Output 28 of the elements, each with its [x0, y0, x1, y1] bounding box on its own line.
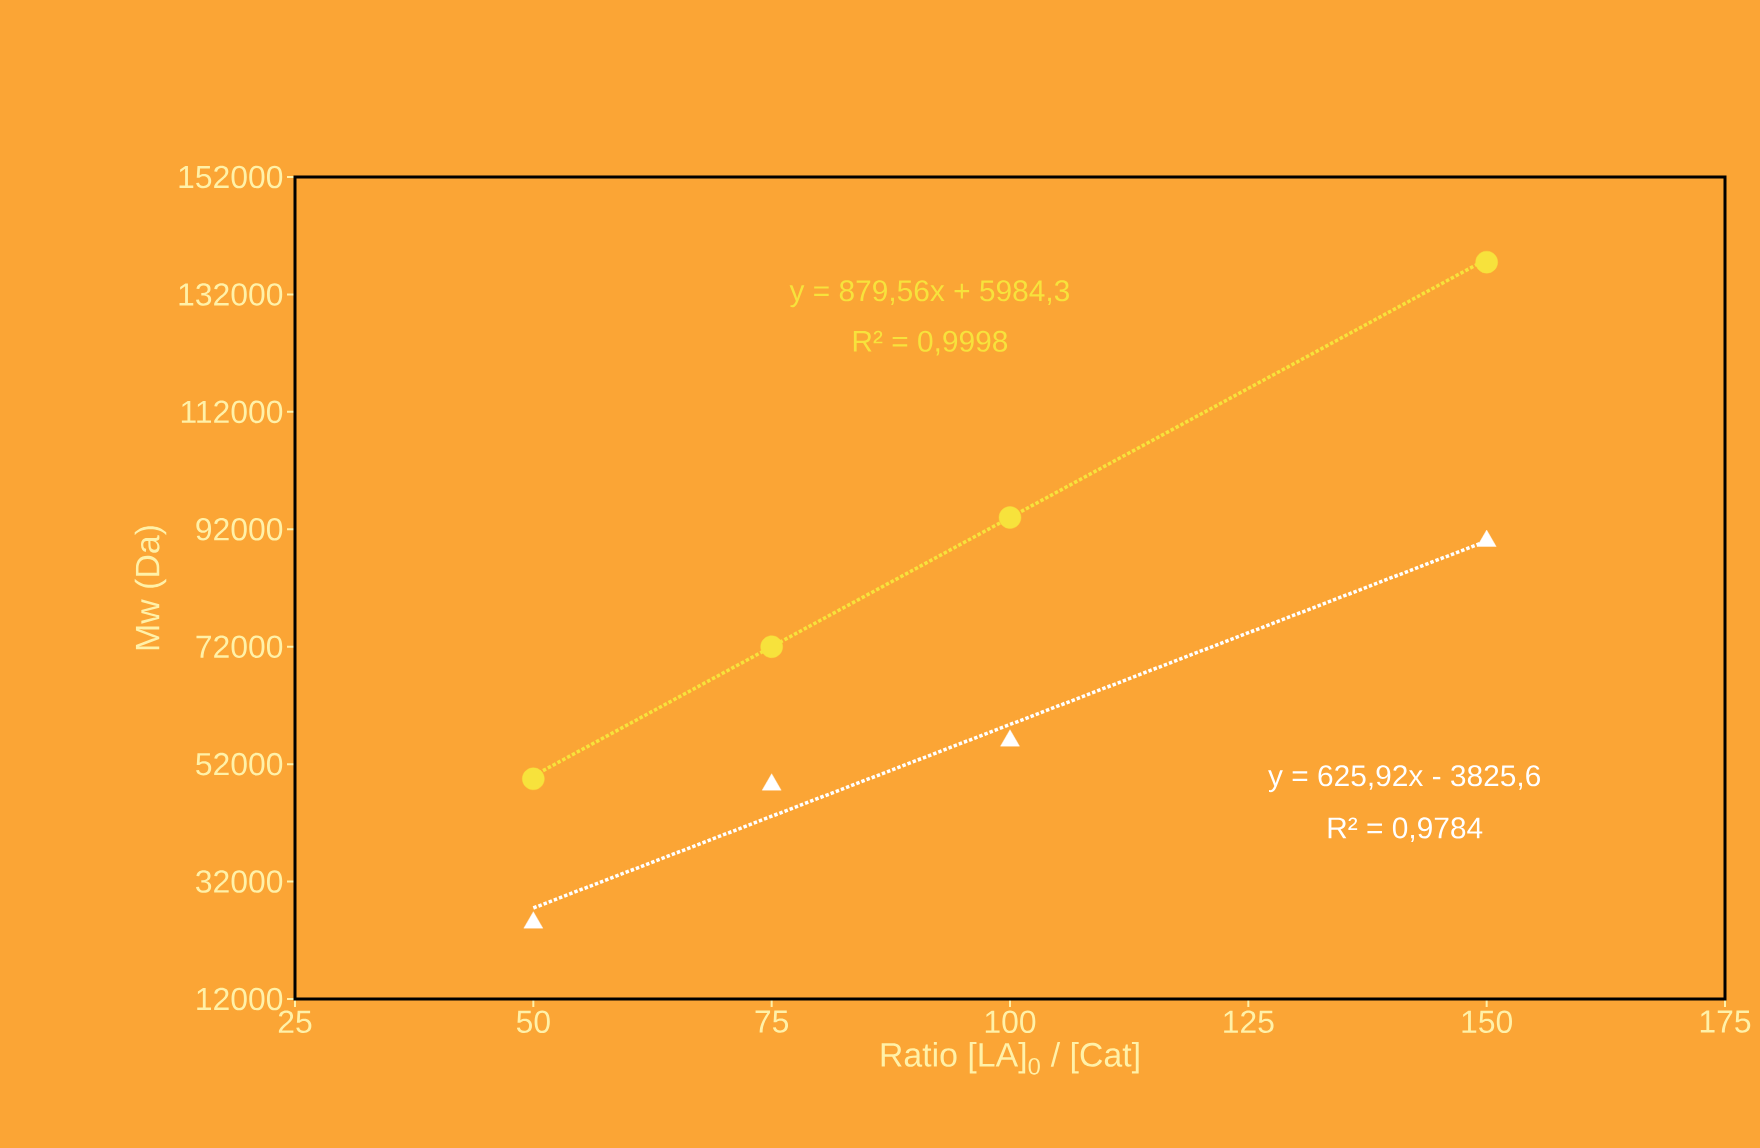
y-tick-label: 152000 [179, 165, 283, 189]
x-tick-label: 175 [1700, 1010, 1751, 1033]
y-axis-title: Mw (Da) [134, 526, 167, 650]
point [998, 506, 1022, 529]
x-tick-label: 75 [755, 1010, 789, 1033]
x-tick-label: 125 [1224, 1010, 1274, 1034]
x-axis-title: Ratio [LA]$_{0}$ / [Cat] [881, 1041, 1139, 1075]
point [1000, 729, 1020, 747]
point [1476, 529, 1497, 547]
y-tick-label: 92000 [196, 518, 283, 541]
y-tick-label: 72000 [196, 635, 283, 658]
point [761, 773, 782, 791]
x-tick-label: 100 [985, 1010, 1036, 1034]
y-tick-label: 32000 [196, 870, 283, 893]
x-tick-label: 150 [1462, 1010, 1512, 1034]
annotation: y = 879,56x + 5984,3 [789, 280, 1069, 308]
point [760, 635, 783, 658]
y-tick-label: 12000 [197, 987, 283, 1011]
y-tick-label: 52000 [196, 752, 283, 776]
point [1475, 250, 1498, 274]
point [523, 911, 544, 929]
y-tick-label: 132000 [179, 283, 283, 306]
y-tick-label: 112000 [181, 400, 283, 424]
annotation: R² = 0,9784 [1328, 817, 1483, 843]
x-tick-label: 25 [278, 1010, 312, 1034]
annotation: y = 625,92x - 3825,6 [1268, 765, 1540, 793]
x-tick-label: 50 [516, 1010, 550, 1034]
annotation: R² = 0,9998 [853, 330, 1008, 356]
